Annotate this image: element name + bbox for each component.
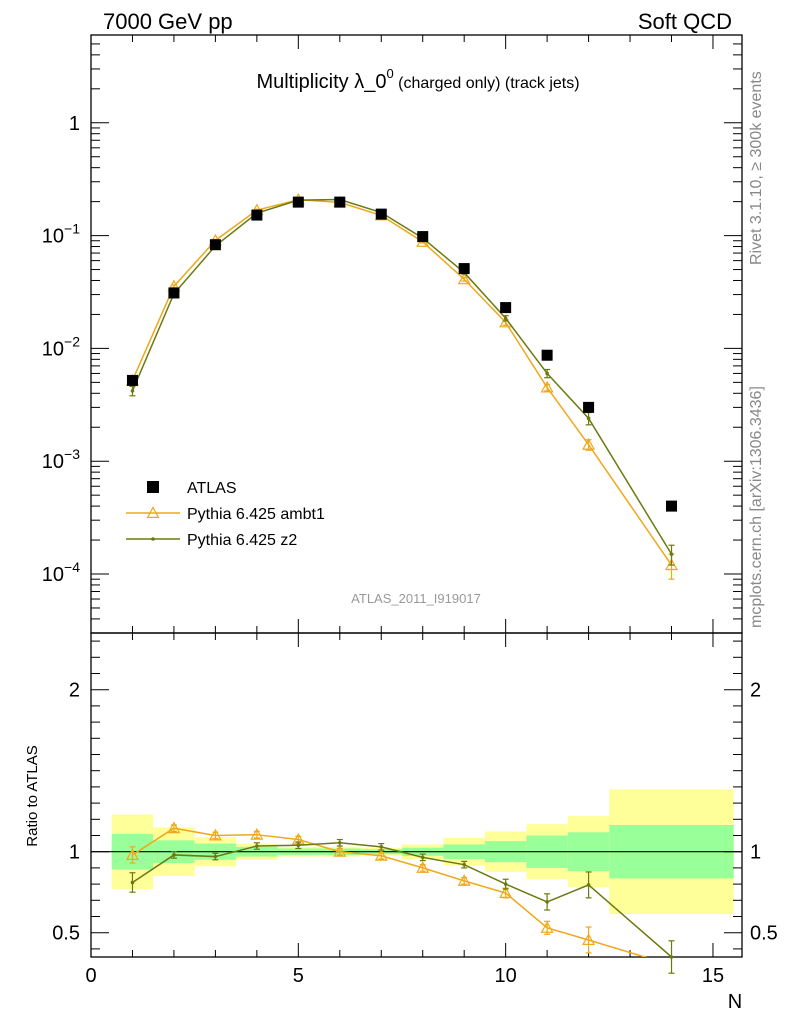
ratio-panel: 0 5 10 15 2 2 1 1 0.5 0.5 <box>52 632 778 987</box>
main-panel: 1 10−1 10−2 10−3 10−4 <box>42 34 743 634</box>
ratio-point-z2 <box>255 844 259 848</box>
ratio-y-tick-label-right: 0.5 <box>750 923 778 945</box>
header-right: Soft QCD <box>638 9 732 34</box>
ratio-y-tick-label: 0.5 <box>52 923 80 945</box>
atlas-data-point <box>375 208 387 220</box>
mc-point-z2 <box>586 416 591 421</box>
ratio-point-ambt1 <box>125 848 139 860</box>
legend-label: Pythia 6.425 ambt1 <box>187 506 325 523</box>
atlas-data-point <box>541 349 553 361</box>
ratio-point-z2 <box>130 880 135 885</box>
ratio-point-z2 <box>296 843 301 848</box>
atlas-data-point <box>458 263 470 275</box>
atlas-data-point <box>666 500 678 512</box>
legend: ATLAS Pythia 6.425 ambt1 Pythia 6.425 z2 <box>126 480 325 549</box>
atlas-data-point <box>251 209 263 221</box>
ratio-y-tick-label: 1 <box>69 842 80 864</box>
header-left: 7000 GeV pp <box>103 9 233 34</box>
analysis-watermark: ATLAS_2011_I919017 <box>351 591 481 606</box>
atlas-data-point <box>500 302 512 314</box>
mc-point-ambt1 <box>540 380 554 393</box>
ratio-point-ambt1 <box>416 861 430 873</box>
x-tick-label: 15 <box>702 965 724 987</box>
ratio-point-z2 <box>669 955 674 959</box>
ratio-y-tick-label: 2 <box>69 680 80 702</box>
legend-label: Pythia 6.425 z2 <box>187 532 297 549</box>
x-axis-label: N <box>728 991 742 1013</box>
ratio-point-ambt1 <box>167 821 181 834</box>
atlas-data-point <box>583 401 595 413</box>
ratio-y-tick-label-right: 1 <box>750 842 761 864</box>
atlas-data-point <box>168 287 180 299</box>
ratio-ylabel: Ratio to ATLAS <box>24 745 41 846</box>
ratio-point-z2 <box>172 853 176 857</box>
atlas-data-point <box>417 231 429 243</box>
x-tick-label: 5 <box>293 965 304 987</box>
legend-marker-z2 <box>151 537 155 541</box>
mc-point-ambt1 <box>582 437 596 450</box>
ratio-point-z2 <box>586 883 591 887</box>
y-tick-label: 10−3 <box>42 446 80 473</box>
ratio-point-z2 <box>545 900 549 904</box>
y-tick-label: 10−1 <box>42 221 80 248</box>
atlas-data-point <box>126 374 138 386</box>
ratio-point-ambt1 <box>540 921 554 933</box>
mc-point-z2 <box>545 371 549 376</box>
ratio-point-ambt1 <box>499 886 513 899</box>
atlas-data-point <box>334 196 346 208</box>
y-tick-label: 1 <box>69 113 80 135</box>
ratio-point-z2 <box>337 840 342 845</box>
ratio-point-ambt1 <box>333 844 347 857</box>
legend-marker-ambt1 <box>146 506 160 519</box>
mc-point-z2 <box>503 316 508 321</box>
y-tick-label: 10−2 <box>42 333 80 360</box>
mc-point-ambt1 <box>457 272 471 285</box>
main-title: Multiplicity λ_00 (charged only) (track … <box>256 66 579 93</box>
x-tick-label: 10 <box>495 965 517 987</box>
rivet-label: Rivet 3.1.10, ≥ 300k events <box>748 71 765 265</box>
ratio-point-z2 <box>503 882 508 886</box>
ratio-y-tick-label-right: 2 <box>750 680 761 702</box>
ratio-point-ambt1 <box>374 849 388 861</box>
y-tick-label: 10−4 <box>42 559 80 586</box>
legend-label: ATLAS <box>187 480 237 497</box>
ratio-point-z2 <box>420 855 425 860</box>
atlas-data-point <box>209 239 221 251</box>
ratio-point-z2 <box>213 854 218 859</box>
atlas-data-point <box>292 196 304 208</box>
ratio-point-z2 <box>379 845 384 849</box>
mc-point-z2 <box>130 389 135 393</box>
ratio-point-ambt1 <box>582 933 596 945</box>
ratio-point-ambt1 <box>457 874 471 886</box>
ratio-point-z2 <box>462 862 466 867</box>
ratio-point-ambt1 <box>208 828 222 841</box>
legend-marker-atlas <box>147 481 159 493</box>
mc-point-z2 <box>669 552 674 556</box>
series-line-pythia-6-425-z2 <box>131 198 673 555</box>
ratio-frame <box>90 632 743 958</box>
ratio-point-ambt1 <box>250 827 264 840</box>
x-tick-label: 0 <box>85 965 96 987</box>
mcplots-label: mcplots.cern.ch [arXiv:1306.3436] <box>748 386 765 628</box>
